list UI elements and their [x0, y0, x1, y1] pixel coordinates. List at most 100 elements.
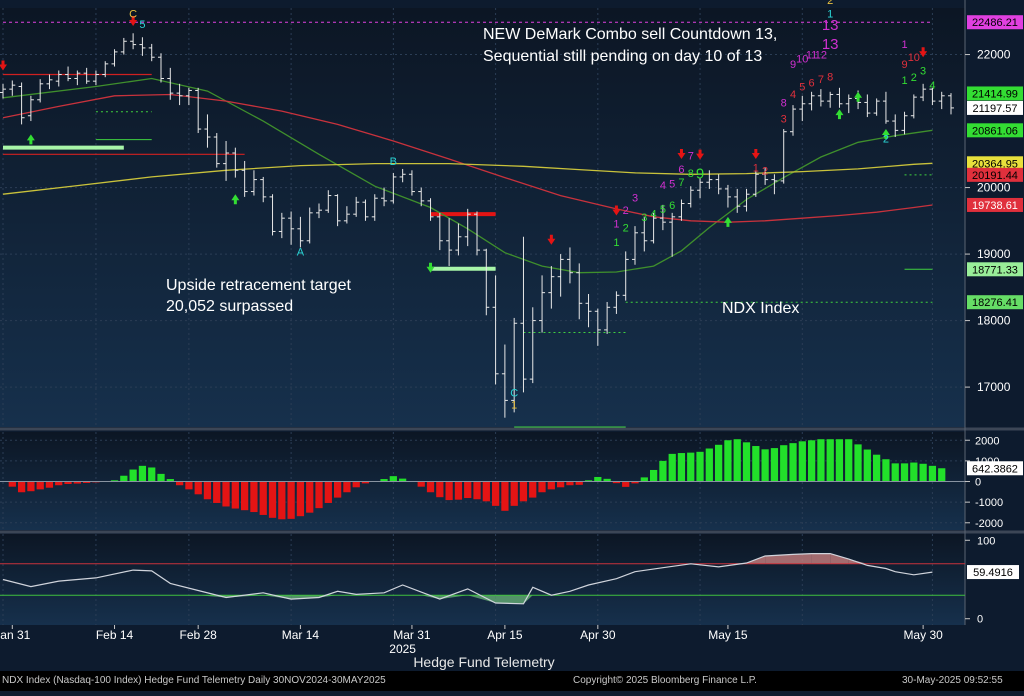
histogram-bar [18, 482, 25, 493]
signal-count-label: 5 [799, 81, 805, 93]
panel-3-area [0, 534, 965, 625]
signal-count-label: 4 [651, 209, 657, 221]
histogram-bar [455, 482, 462, 500]
histogram-bar [390, 476, 397, 481]
signal-count-label: 1 [613, 237, 619, 249]
histogram-bar [464, 482, 471, 499]
histogram-bar [622, 482, 629, 487]
histogram-bar [780, 445, 787, 481]
histogram-bar [204, 482, 211, 500]
macd-tick-label: 0 [975, 477, 981, 489]
signal-count-label: 8 [827, 71, 833, 83]
price-tick-label: 18000 [977, 314, 1011, 328]
histogram-bar [9, 482, 16, 487]
histogram-bar [27, 482, 34, 492]
histogram-bar [436, 482, 443, 498]
histogram-bar [799, 441, 806, 481]
signal-count-label: 6 [669, 200, 675, 212]
signal-count-label: C [510, 387, 518, 399]
histogram-bar [752, 446, 759, 481]
histogram-bar [892, 463, 899, 481]
price-value-label: 21197.57 [972, 103, 1017, 115]
footer-security: NDX Index (Nasdaq-100 Index) Hedge Fund … [2, 675, 386, 686]
signal-count-label: 1 [827, 8, 833, 20]
histogram-bar [260, 482, 267, 515]
signal-count-label: 5 [669, 179, 675, 191]
macd-tick-label: -1000 [975, 497, 1003, 509]
signal-count-label: 9 [790, 59, 796, 71]
price-value-label: 19738.61 [972, 200, 1018, 212]
signal-count-label: 9 [696, 165, 704, 182]
price-value-label: 20191.44 [972, 170, 1018, 182]
histogram-bar [854, 444, 861, 481]
histogram-bar [334, 482, 341, 498]
signal-count-label: A [297, 246, 305, 258]
footer-timestamp: 30-May-2025 09:52:55 [902, 675, 1003, 686]
histogram-bar [213, 482, 220, 503]
annotation-retrace-line1: Upside retracement target [166, 277, 352, 294]
x-tick-label: Apr 30 [580, 628, 616, 642]
price-value-label: 20861.06 [972, 125, 1018, 137]
histogram-bar [836, 439, 843, 481]
signal-count-label: 7 [818, 74, 824, 86]
histogram-bar [901, 463, 908, 481]
signal-count-label: 1 [901, 75, 907, 87]
histogram-bar [669, 454, 676, 482]
x-year-label: 2025 [389, 642, 416, 656]
price-tick-label: 20000 [977, 181, 1011, 195]
price-tick-label: 19000 [977, 247, 1011, 261]
price-value-label: 21414.99 [972, 88, 1018, 100]
histogram-bar [715, 445, 722, 482]
histogram-bar [157, 474, 164, 482]
histogram-bar [743, 442, 750, 481]
x-tick-label: Apr 15 [487, 628, 523, 642]
signal-count-label: 13 [822, 36, 839, 53]
signal-count-label: 2 [883, 133, 889, 145]
histogram-bar [910, 463, 917, 482]
panel-backgrounds [0, 0, 1024, 671]
histogram-bar [659, 461, 666, 482]
histogram-bar [492, 482, 499, 506]
signal-count-label: 5 [139, 19, 145, 31]
annotation-retrace-line2: 20,052 surpassed [166, 298, 293, 315]
histogram-bar [641, 477, 648, 481]
signal-count-label: C [129, 8, 137, 20]
macd-tick-label: 2000 [975, 435, 999, 447]
histogram-bar [343, 482, 350, 493]
histogram-bar [288, 482, 295, 519]
histogram-bar [37, 482, 44, 490]
x-tick-label: May 15 [708, 628, 748, 642]
histogram-bar [882, 459, 889, 481]
histogram-bar [130, 470, 137, 482]
histogram-bar [529, 482, 536, 498]
histogram-bar [195, 482, 202, 495]
annotation-title-line1: NEW DeMark Combo sell Countdown 13, [483, 26, 777, 43]
macd-tick-label: -2000 [975, 518, 1003, 530]
histogram-bar [176, 482, 183, 486]
histogram-bar [929, 466, 936, 482]
osc-tick-label: 0 [977, 614, 983, 626]
histogram-bar [789, 443, 796, 481]
histogram-bar [250, 482, 257, 513]
histogram-bar [566, 482, 573, 486]
index-label: NDX Index [722, 300, 799, 317]
signal-count-label: 6 [678, 164, 684, 176]
overbought-fill [793, 554, 812, 564]
signal-count-label: 2 [827, 0, 833, 7]
price-tick-label: 17000 [977, 380, 1011, 394]
signal-count-label: 3 [920, 66, 926, 78]
histogram-bar [278, 482, 285, 520]
histogram-bar [650, 470, 657, 482]
chart-subtitle: Hedge Fund Telemetry [413, 654, 554, 670]
histogram-bar [845, 439, 852, 481]
histogram-bar [873, 455, 880, 482]
histogram-bar [501, 482, 508, 511]
histogram-bar [232, 482, 239, 509]
histogram-bar [538, 482, 545, 493]
histogram-bar [446, 482, 453, 501]
price-value-label: 18771.33 [972, 264, 1018, 276]
histogram-bar [938, 468, 945, 481]
histogram-bar [120, 476, 127, 482]
histogram-bar [687, 453, 694, 482]
